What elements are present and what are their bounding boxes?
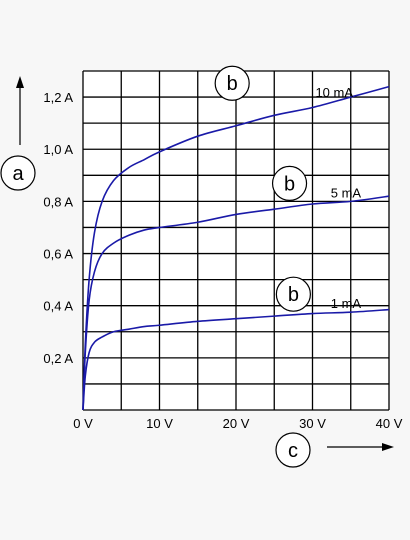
series-line-5-ma — [82, 195, 390, 411]
series-markers: b 10 mA b 5 mA b 1 mA — [214, 65, 362, 312]
series-marker-circle — [214, 65, 250, 101]
x-axis-arrow — [327, 443, 394, 451]
x-tick-label: 30 V — [299, 416, 326, 431]
y-axis-arrow — [16, 76, 24, 145]
series-marker: b 5 mA — [271, 165, 362, 201]
series-marker-letter: b — [227, 73, 238, 95]
series-line-10-ma — [82, 85, 390, 411]
y-tick-label: 0,6 A — [43, 247, 73, 262]
y-tick-label: 0,8 A — [43, 194, 73, 209]
y-tick-label: 1,0 A — [43, 142, 73, 157]
y-tick-label: 0,2 A — [43, 351, 73, 366]
x-tick-label: 10 V — [146, 416, 173, 431]
series-label: 1 mA — [331, 296, 362, 311]
x-axis-label: c — [275, 432, 311, 468]
series-label: 10 mA — [315, 85, 353, 100]
y-axis-label-text: a — [12, 163, 24, 185]
y-axis-label: a — [0, 155, 36, 191]
y-tick-label: 0,4 A — [43, 299, 73, 314]
y-tick-label: 1,2 A — [43, 90, 73, 105]
series-label: 5 mA — [331, 185, 362, 200]
x-tick-label: 40 V — [376, 416, 403, 431]
x-tick-label: 0 V — [73, 416, 93, 431]
x-axis-label-text: c — [288, 440, 298, 462]
series-marker-circle — [271, 165, 308, 201]
series-line-1-ma — [82, 308, 390, 411]
series-marker-letter: b — [288, 284, 299, 306]
grid — [82, 70, 390, 411]
series-marker: b 10 mA — [214, 65, 353, 101]
x-tick-label: 20 V — [223, 416, 250, 431]
tick-labels: 0 V 10 V 20 V 30 V 40 V 0,2 A 0,4 A 0,6 A 0,8 A 1… — [43, 90, 402, 431]
series-marker-circle — [275, 276, 311, 312]
series-marker-letter: b — [284, 173, 295, 195]
series-marker: b 1 mA — [275, 276, 362, 312]
curves — [82, 85, 390, 411]
